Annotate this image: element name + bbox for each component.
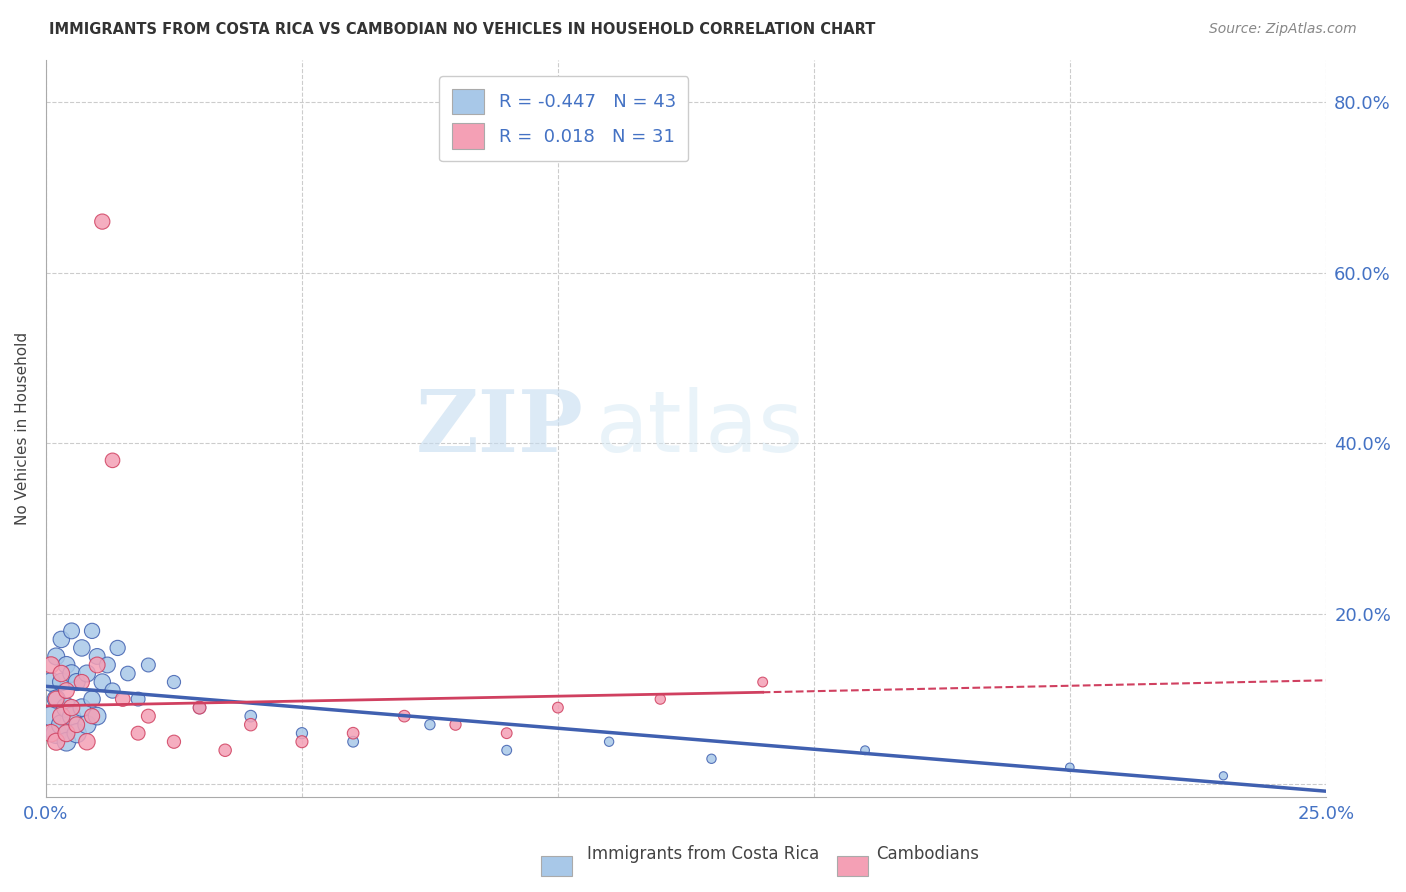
- Point: [127, 726, 149, 740]
- Point: [101, 453, 124, 467]
- Point: [76, 717, 98, 731]
- Point: [1212, 769, 1234, 783]
- Point: [39, 675, 62, 690]
- Point: [127, 692, 149, 706]
- Point: [66, 717, 89, 731]
- Point: [101, 683, 124, 698]
- Text: Immigrants from Costa Rica: Immigrants from Costa Rica: [586, 846, 820, 863]
- Point: [107, 640, 129, 655]
- Point: [80, 692, 103, 706]
- Point: [80, 624, 103, 638]
- Point: [39, 657, 62, 672]
- Point: [188, 700, 211, 714]
- Point: [60, 709, 83, 723]
- Point: [111, 692, 134, 706]
- Point: [70, 700, 93, 714]
- Point: [39, 709, 62, 723]
- Point: [51, 717, 73, 731]
- Point: [163, 735, 186, 749]
- Point: [55, 657, 77, 672]
- Point: [91, 675, 114, 690]
- Point: [51, 632, 73, 647]
- Point: [86, 649, 108, 664]
- Point: [70, 640, 93, 655]
- Point: [51, 675, 73, 690]
- Point: [55, 683, 77, 698]
- Text: Cambodians: Cambodians: [876, 846, 980, 863]
- Point: [70, 675, 93, 690]
- Point: [650, 692, 672, 706]
- Point: [76, 735, 98, 749]
- Point: [45, 692, 67, 706]
- Text: atlas: atlas: [596, 387, 804, 470]
- Point: [60, 700, 83, 714]
- Point: [66, 726, 89, 740]
- Point: [239, 717, 262, 731]
- Point: [291, 726, 314, 740]
- Point: [45, 735, 67, 749]
- Point: [751, 675, 773, 690]
- Point: [342, 735, 364, 749]
- Point: [419, 717, 441, 731]
- Legend: R = -0.447   N = 43, R =  0.018   N = 31: R = -0.447 N = 43, R = 0.018 N = 31: [439, 76, 689, 161]
- Point: [55, 735, 77, 749]
- Point: [138, 709, 160, 723]
- Point: [51, 709, 73, 723]
- Point: [163, 675, 186, 690]
- Point: [80, 709, 103, 723]
- Point: [214, 743, 236, 757]
- Point: [853, 743, 876, 757]
- Text: IMMIGRANTS FROM COSTA RICA VS CAMBODIAN NO VEHICLES IN HOUSEHOLD CORRELATION CHA: IMMIGRANTS FROM COSTA RICA VS CAMBODIAN …: [49, 22, 876, 37]
- Point: [66, 675, 89, 690]
- Point: [239, 709, 262, 723]
- Text: Source: ZipAtlas.com: Source: ZipAtlas.com: [1209, 22, 1357, 37]
- Point: [60, 624, 83, 638]
- Text: ZIP: ZIP: [416, 386, 583, 470]
- Point: [547, 700, 569, 714]
- Point: [394, 709, 416, 723]
- Point: [188, 700, 211, 714]
- Point: [86, 657, 108, 672]
- Point: [342, 726, 364, 740]
- Point: [291, 735, 314, 749]
- Point: [117, 666, 139, 681]
- Point: [96, 657, 118, 672]
- Point: [51, 666, 73, 681]
- Point: [495, 726, 517, 740]
- Point: [39, 726, 62, 740]
- Point: [444, 717, 467, 731]
- Point: [86, 709, 108, 723]
- Point: [91, 214, 114, 228]
- Point: [76, 666, 98, 681]
- Point: [598, 735, 620, 749]
- Point: [55, 726, 77, 740]
- Point: [700, 752, 723, 766]
- Y-axis label: No Vehicles in Household: No Vehicles in Household: [15, 332, 30, 524]
- Point: [1059, 760, 1081, 774]
- Point: [55, 700, 77, 714]
- Point: [45, 649, 67, 664]
- Point: [138, 657, 160, 672]
- Point: [60, 666, 83, 681]
- Point: [45, 726, 67, 740]
- Point: [45, 692, 67, 706]
- Point: [495, 743, 517, 757]
